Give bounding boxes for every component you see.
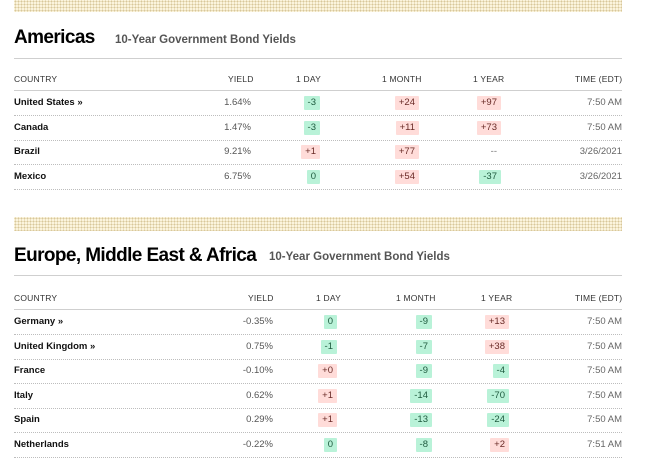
time-value: 7:50 AM [587,365,622,376]
yield-value: 6.75% [224,170,251,182]
country-name: Italy [14,389,34,401]
header-time: TIME (EDT) [575,293,623,303]
time-value: 7:50 AM [587,414,622,425]
header-country: COUNTRY [14,74,58,84]
country-link[interactable]: United States » [14,97,83,108]
1year-change-badge: -24 [487,413,509,427]
1year-change-badge: -37 [479,169,501,184]
table-row: Spain 0.29% +1 -13 -24 7:50 AM [14,408,622,433]
time-value: 3/26/2021 [579,146,622,157]
americas-subtitle: 10-Year Government Bond Yields [115,34,296,46]
1month-change-badge: -9 [415,364,432,378]
1day-change-badge: 0 [323,315,337,329]
table-row: Italy 0.62% +1 -14 -70 7:50 AM [14,384,622,409]
1day-change-badge: 0 [306,169,320,184]
country-name: Brazil [14,146,40,157]
country-name: France [14,365,46,376]
1month-change-badge: +11 [395,120,419,135]
1day-change-badge: +1 [318,413,337,427]
table-row: United States » 1.64% -3 +24 +97 7:50 AM [14,91,622,116]
americas-divider [14,58,622,59]
table-row: Germany » -0.35% 0 -9 +13 7:50 AM [14,310,622,335]
header-1day: 1 DAY [316,293,341,303]
americas-title: Americas [14,27,95,48]
time-value: 3/26/2021 [579,170,622,182]
yield-value: -0.35% [242,316,273,327]
1month-change-badge: +77 [394,145,419,159]
header-1year: 1 YEAR [473,74,505,84]
1day-change-badge: +1 [318,388,337,403]
header-country: COUNTRY [14,293,58,303]
americas-header-divider [14,90,622,91]
1month-change-badge: -13 [410,413,432,427]
1month-change-badge: -8 [415,437,432,452]
section-banner [14,217,622,231]
1day-change-badge: 0 [323,437,337,452]
time-value: 7:50 AM [587,121,622,133]
1day-change-badge: -1 [320,339,337,354]
yield-value: -0.22% [242,438,273,450]
1day-change-badge: +1 [301,145,320,159]
emea-title: Europe, Middle East & Africa [14,245,257,266]
1month-change-badge: +54 [394,169,419,184]
1month-change-badge: -7 [415,339,432,354]
1year-change-badge: -- [490,146,497,157]
country-name: Spain [14,414,40,425]
table-row: Netherlands -0.22% 0 -8 +2 7:51 AM [14,433,622,458]
header-yield: YIELD [228,74,254,84]
yield-value: 0.62% [246,389,273,401]
yield-value: 0.29% [246,414,273,425]
1year-change-badge: -4 [492,364,509,378]
time-value: 7:50 AM [587,389,622,401]
table-row: Mexico 6.75% 0 +54 -37 3/26/2021 [14,165,622,190]
header-1day: 1 DAY [296,74,321,84]
country-name: Canada [14,121,49,133]
country-name: Netherlands [14,438,69,450]
yield-value: 1.47% [224,121,251,133]
country-link[interactable]: Germany » [14,316,64,327]
1year-change-badge: +73 [476,120,501,135]
table-row: Canada 1.47% -3 +11 +73 7:50 AM [14,116,622,141]
1day-change-badge: +0 [318,364,337,378]
table-row: Brazil 9.21% +1 +77 -- 3/26/2021 [14,140,622,165]
time-value: 7:50 AM [587,316,622,327]
header-1year: 1 YEAR [481,293,513,303]
yield-value: 1.64% [224,97,251,108]
top-banner [14,0,622,12]
1year-change-badge: -70 [487,388,509,403]
time-value: 7:50 AM [587,340,622,352]
yield-value: 9.21% [224,146,251,157]
1month-change-badge: +24 [394,96,419,110]
1year-change-badge: +97 [476,96,501,110]
time-value: 7:50 AM [587,97,622,108]
time-value: 7:51 AM [587,438,622,450]
table-row: United Kingdom » 0.75% -1 -7 +38 7:50 AM [14,335,622,360]
1month-change-badge: -14 [410,388,432,403]
header-1month: 1 MONTH [382,74,422,84]
country-link[interactable]: United Kingdom » [14,340,96,352]
emea-divider [14,275,622,276]
1day-change-badge: -3 [303,120,320,135]
emea-header-divider [14,309,622,310]
1day-change-badge: -3 [303,96,320,110]
1year-change-badge: +2 [490,437,509,452]
yield-value: -0.10% [242,365,273,376]
header-1month: 1 MONTH [396,293,436,303]
1month-change-badge: -9 [415,315,432,329]
header-time: TIME (EDT) [575,74,623,84]
table-row: France -0.10% +0 -9 -4 7:50 AM [14,359,622,384]
1year-change-badge: +13 [484,315,509,329]
yield-value: 0.75% [246,340,273,352]
1year-change-badge: +38 [484,339,509,354]
emea-subtitle: 10-Year Government Bond Yields [269,251,450,263]
country-name: Mexico [14,170,47,182]
header-yield: YIELD [248,293,274,303]
